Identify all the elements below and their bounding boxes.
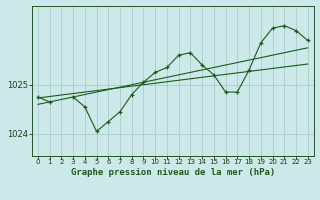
X-axis label: Graphe pression niveau de la mer (hPa): Graphe pression niveau de la mer (hPa) [71,168,275,177]
